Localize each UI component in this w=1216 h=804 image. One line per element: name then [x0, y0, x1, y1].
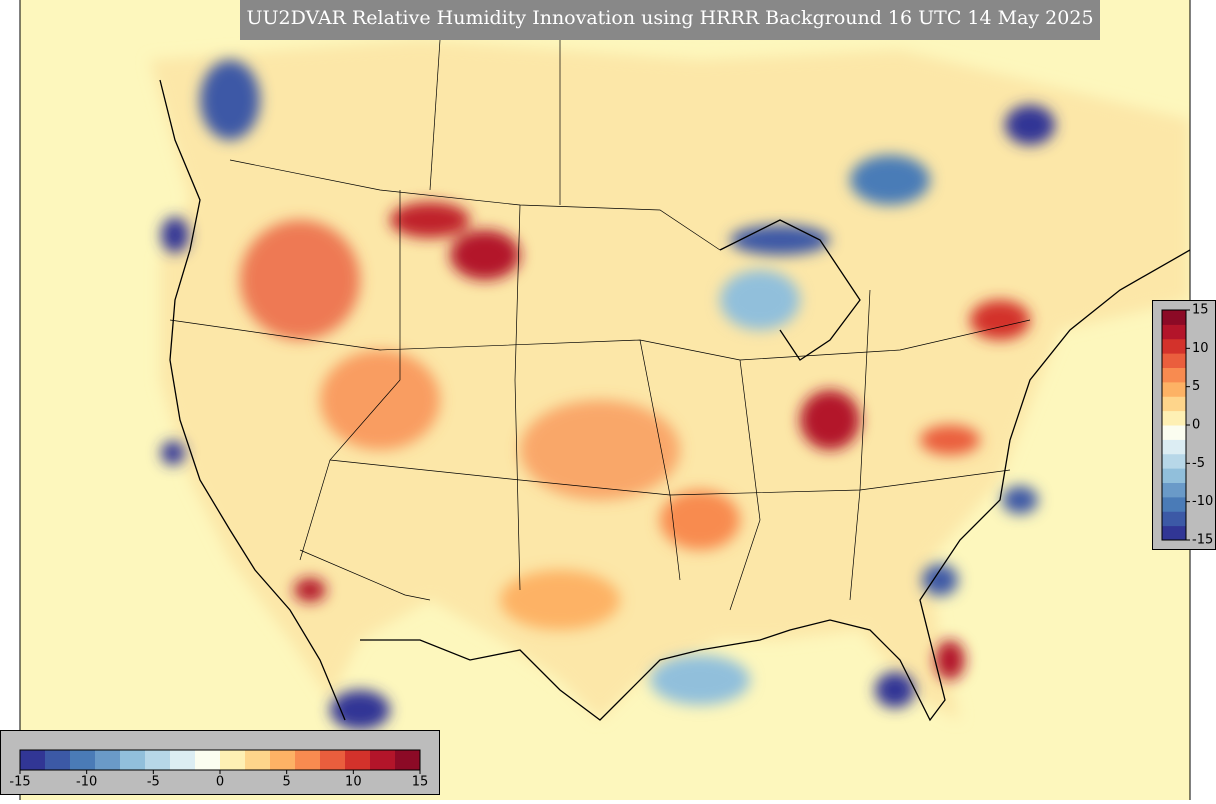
colorbar-swatch — [120, 750, 146, 770]
colorbar-swatch — [1162, 525, 1186, 541]
colorbar-swatch — [45, 750, 71, 770]
coastlines — [159, 79, 1190, 722]
colorbar-swatch — [345, 750, 371, 770]
colorbar-swatch — [395, 750, 421, 770]
colorbar-swatch — [1162, 353, 1186, 368]
colorbar-swatch — [245, 750, 271, 770]
colorbar-tick-label: 15 — [412, 775, 429, 790]
colorbar-tick-label: 0 — [1192, 418, 1200, 433]
colorbar-tick-label: 15 — [1192, 303, 1209, 318]
colorbar-swatch — [1162, 482, 1186, 498]
colorbar-swatch — [20, 750, 46, 770]
colorbar-swatch — [1162, 367, 1186, 383]
colorbar-swatch — [1162, 338, 1186, 354]
colorbar-swatch — [95, 750, 121, 770]
colorbar-swatch — [70, 750, 96, 770]
colorbar-swatch — [1162, 425, 1186, 440]
colorbar-swatch — [220, 750, 246, 770]
colorbar-swatch — [1162, 496, 1186, 512]
colorbar-tick-label: -5 — [147, 775, 160, 790]
colorbar-tick-label: 10 — [1192, 341, 1209, 356]
colorbar-swatch — [1162, 381, 1186, 397]
colorbar-tick-label: 5 — [1192, 379, 1200, 394]
colorbar-tick-label: -5 — [1192, 456, 1205, 471]
colorbar-swatch — [370, 750, 396, 770]
colorbar-tick-label: -10 — [1192, 494, 1213, 509]
map-title: UU2DVAR Relative Humidity Innovation usi… — [246, 7, 1093, 29]
colorbar-swatch — [320, 750, 346, 770]
colorbar-swatch — [170, 750, 196, 770]
colorbar-swatch — [270, 750, 296, 770]
innovation-blobs — [161, 60, 1055, 730]
colorbar-swatch — [1162, 324, 1186, 340]
colorbars: -15 -10 -5 0 5 10 15 15 10 5 0 -5 -10 -15 — [9, 303, 1213, 790]
colorbar-swatch — [295, 750, 321, 770]
colorbar-swatch — [1162, 310, 1186, 325]
map-field — [20, 0, 1190, 800]
colorbar-tick-label: 5 — [283, 775, 291, 790]
title-box — [240, 0, 1100, 40]
colorbar-swatch — [1162, 511, 1186, 527]
colorbar-swatch — [1162, 468, 1186, 483]
colorbar-tick-label: -15 — [9, 775, 30, 790]
colorbar-tick-label: 0 — [216, 775, 224, 790]
colorbar-swatch — [1162, 410, 1186, 426]
colorbar-swatch — [195, 750, 221, 770]
colorbar-swatch — [145, 750, 171, 770]
borders — [169, 39, 1031, 611]
colorbar-tick-label: -15 — [1192, 533, 1213, 548]
colorbar-tick-label: 10 — [345, 775, 362, 790]
colorbar-swatch — [1162, 396, 1186, 412]
colorbar-swatch — [1162, 439, 1186, 455]
colorbar-swatch — [1162, 453, 1186, 469]
colorbar-tick-label: -10 — [76, 775, 97, 790]
